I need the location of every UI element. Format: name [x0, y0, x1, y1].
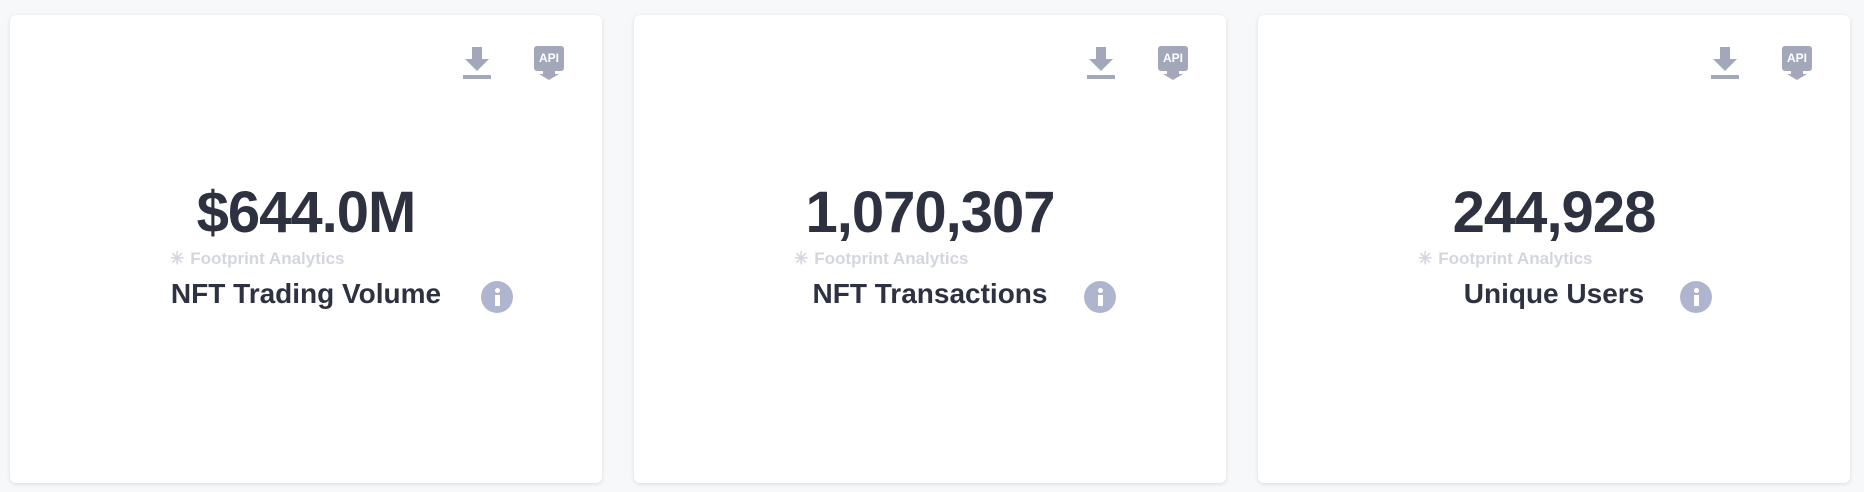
svg-text:API: API [1163, 51, 1183, 65]
metric-card-unique-users: API 244,928 ✳ Footprint Analytics Unique … [1258, 15, 1850, 483]
metric-value: 1,070,307 [805, 180, 1055, 245]
download-icon[interactable] [1086, 47, 1116, 79]
info-icon[interactable] [1084, 281, 1116, 313]
metric-card-trading-volume: API $644.0M ✳ Footprint Analytics NFT Tra… [10, 15, 602, 483]
watermark: ✳ Footprint Analytics [170, 249, 345, 268]
footprint-logo-icon: ✳ [794, 249, 809, 268]
watermark: ✳ Footprint Analytics [794, 249, 969, 268]
watermark: ✳ Footprint Analytics [1418, 249, 1593, 268]
metric-label: Unique Users [1463, 278, 1645, 309]
footprint-logo-icon: ✳ [1418, 249, 1433, 268]
api-icon[interactable]: API [534, 46, 564, 80]
svg-text:API: API [539, 51, 559, 65]
info-icon[interactable] [481, 281, 513, 313]
info-icon[interactable] [1680, 281, 1712, 313]
metric-card-transactions: API 1,070,307 ✳ Footprint Analytics NFT T… [634, 15, 1226, 483]
metric-label: NFT Transactions [812, 278, 1048, 309]
api-icon[interactable]: API [1782, 46, 1812, 80]
metric-value: 244,928 [1452, 180, 1657, 245]
api-icon[interactable]: API [1158, 46, 1188, 80]
footprint-logo-icon: ✳ [170, 249, 185, 268]
metric-value: $644.0M [196, 180, 417, 245]
svg-text:API: API [1787, 51, 1807, 65]
download-icon[interactable] [462, 47, 492, 79]
metric-label: NFT Trading Volume [170, 278, 442, 309]
download-icon[interactable] [1710, 47, 1740, 79]
